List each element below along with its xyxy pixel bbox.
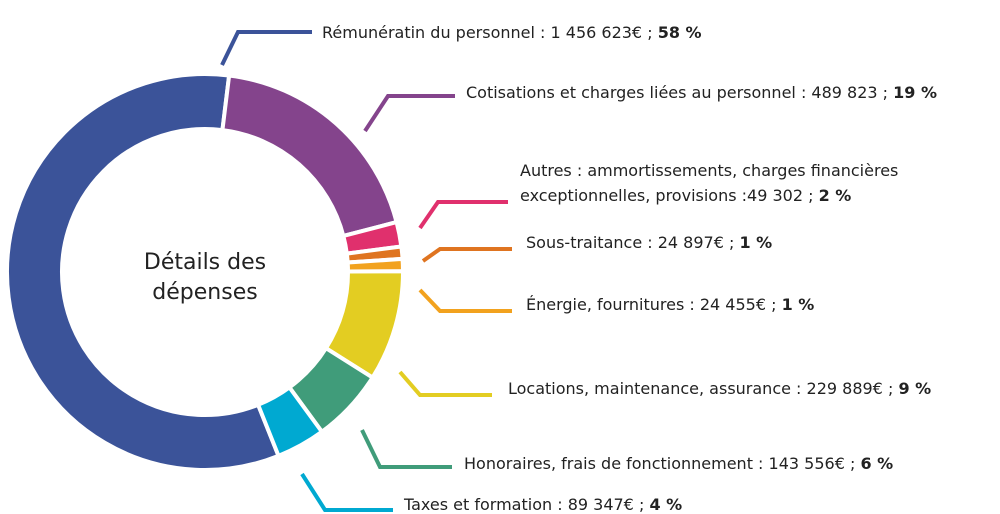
value-label: 2 % xyxy=(818,186,852,205)
value-label: 1 % xyxy=(781,295,815,314)
leader-line xyxy=(220,30,312,66)
slice-label: Rémunératin du personnel : 1 456 623€ ; … xyxy=(322,20,702,45)
donut-slice xyxy=(220,73,400,239)
value-label: 1 % xyxy=(739,233,773,252)
value-label: 58 % xyxy=(657,23,702,42)
slice-label: Locations, maintenance, assurance : 229 … xyxy=(508,376,931,401)
leader-line xyxy=(418,200,508,230)
value-label: 4 % xyxy=(649,495,683,514)
leader-line xyxy=(363,94,455,133)
leader-line xyxy=(421,247,512,263)
slice-label: Honoraires, frais de fonctionnement : 14… xyxy=(464,451,893,476)
donut-slice xyxy=(255,384,325,459)
category-label: Énergie, fournitures : 24 455€ ; xyxy=(526,295,777,314)
slice-label: Autres : ammortissements, charges financ… xyxy=(520,158,960,208)
category-label: Autres : ammortissements, charges financ… xyxy=(520,161,899,205)
category-label: Rémunératin du personnel : 1 456 623€ ; xyxy=(322,23,653,42)
category-label: Sous-traitance : 24 897€ ; xyxy=(526,233,735,252)
category-label: Cotisations et charges liées au personne… xyxy=(466,83,889,102)
donut-slice xyxy=(5,72,282,472)
leader-line xyxy=(360,429,452,469)
value-label: 19 % xyxy=(893,83,938,102)
slice-label: Sous-traitance : 24 897€ ; 1 % xyxy=(526,230,772,255)
slice-label: Taxes et formation : 89 347€ ; 4 % xyxy=(404,492,682,514)
slice-label: Énergie, fournitures : 24 455€ ; 1 % xyxy=(526,292,814,317)
slice-label: Cotisations et charges liées au personne… xyxy=(466,80,937,105)
value-label: 6 % xyxy=(860,454,894,473)
leader-line xyxy=(418,288,512,313)
category-label: Taxes et formation : 89 347€ ; xyxy=(404,495,645,514)
leader-line xyxy=(300,472,393,512)
center-label: Détails des dépenses xyxy=(143,250,267,305)
leader-line xyxy=(398,370,492,397)
category-label: Locations, maintenance, assurance : 229 … xyxy=(508,379,894,398)
value-label: 9 % xyxy=(898,379,932,398)
category-label: Honoraires, frais de fonctionnement : 14… xyxy=(464,454,856,473)
